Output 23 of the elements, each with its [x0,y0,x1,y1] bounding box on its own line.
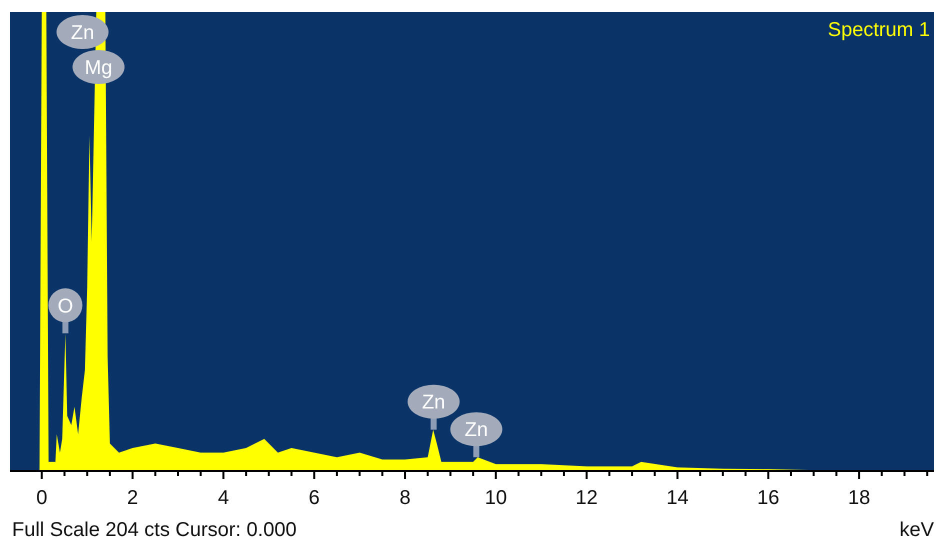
label-balloon: Zn [450,412,502,458]
x-tick-label: 6 [308,487,320,509]
x-tick-label: 8 [399,487,411,509]
annotation: O [58,295,74,318]
x-tick-label: 12 [576,487,598,509]
x-tick-label: 18 [848,487,870,509]
x-axis-title: keV [900,519,935,541]
annotation: Zn [422,392,446,414]
x-tick-label: 16 [757,487,780,509]
x-tick-label: 10 [484,487,507,509]
x-tick-label: 0 [36,487,48,509]
text: Full Scale 204 cts Cursor: 0.000 [12,519,297,541]
annotation: Zn [464,419,488,442]
label-balloon: Zn [56,15,109,49]
x-tick-label: 2 [127,487,138,509]
annotation: Mg [84,57,112,79]
label-balloon: Mg [72,50,125,84]
label-balloon: O [48,288,82,334]
label-balloon: Zn [408,384,460,430]
x-tick-label: 14 [666,487,689,509]
x-tick-label: 4 [218,487,229,509]
annotation: Zn [70,22,94,44]
text: Spectrum 1 [828,19,930,41]
